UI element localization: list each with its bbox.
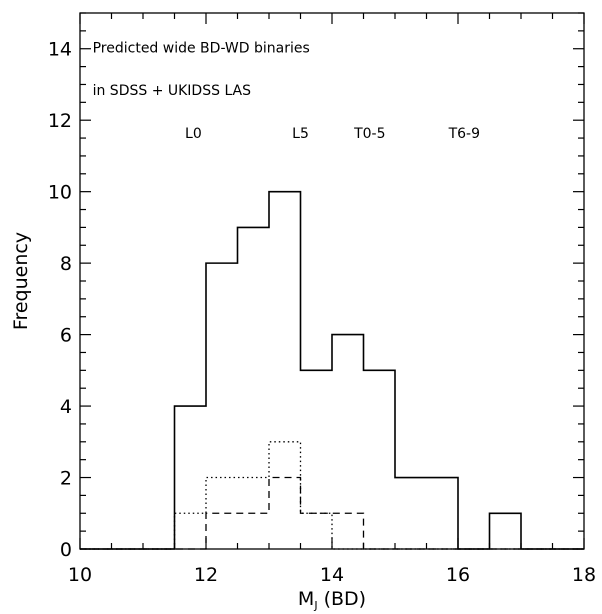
y-tick-label: 0 <box>60 539 72 561</box>
y-tick-label: 4 <box>60 396 72 418</box>
y-tick-label: 8 <box>60 253 72 275</box>
y-tick-label: 6 <box>60 325 72 347</box>
annotations: Predicted wide BD-WD binaries in SDSS + U… <box>93 40 480 142</box>
y-tick-label: 10 <box>48 182 72 204</box>
spectral-label: L5 <box>292 126 309 142</box>
x-tick-label: 14 <box>320 564 344 586</box>
y-tick-label: 2 <box>60 468 72 490</box>
y-axis-label: Frequency <box>10 232 32 330</box>
x-tick-label: 12 <box>194 564 218 586</box>
series-dashed <box>80 476 584 550</box>
series-dotted <box>80 441 584 550</box>
axis-ticks <box>79 12 585 550</box>
annotation-1: in SDSS + UKIDSS LAS <box>93 83 252 99</box>
x-tick-label: 10 <box>68 564 92 586</box>
y-tick-label: 14 <box>48 39 72 61</box>
series-solid <box>80 190 584 550</box>
spectral-label: T0-5 <box>353 126 385 142</box>
spectral-label: T6-9 <box>448 126 480 142</box>
annotation-0: Predicted wide BD-WD binaries <box>93 40 310 56</box>
x-tick-label: 16 <box>446 564 470 586</box>
tick-labels: 10 12 14 16 18 0 2 4 6 8 10 12 14 <box>48 39 596 586</box>
y-tick-label: 12 <box>48 110 72 132</box>
histogram-series <box>80 190 584 550</box>
spectral-label: L0 <box>185 126 202 142</box>
x-axis-label: MJ (BD) <box>298 588 366 612</box>
x-tick-label: 18 <box>572 564 596 586</box>
